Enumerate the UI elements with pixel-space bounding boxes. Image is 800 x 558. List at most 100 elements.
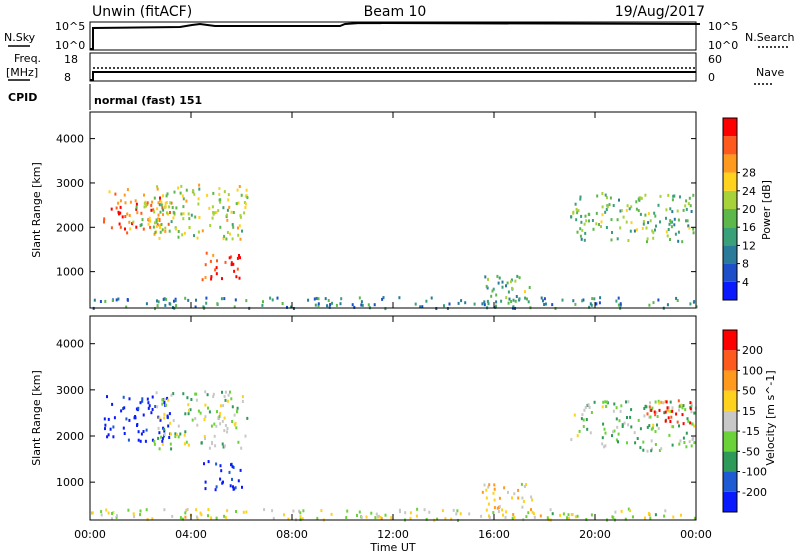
nave-tick-top: 60 bbox=[708, 53, 722, 66]
data-cell bbox=[517, 496, 520, 500]
data-cell bbox=[587, 403, 590, 407]
data-cell bbox=[635, 207, 638, 211]
data-cell bbox=[128, 214, 131, 217]
date-title: 19/Aug/2017 bbox=[615, 4, 705, 20]
data-cell bbox=[181, 194, 184, 198]
data-cell bbox=[457, 301, 460, 305]
data-cell bbox=[689, 421, 692, 425]
data-cell bbox=[648, 415, 651, 419]
data-cell bbox=[484, 275, 487, 279]
data-cell bbox=[613, 429, 616, 433]
data-cell bbox=[673, 223, 676, 227]
data-cell bbox=[271, 509, 274, 513]
data-cell bbox=[579, 234, 582, 238]
data-cell bbox=[544, 302, 547, 306]
data-cell bbox=[423, 508, 426, 512]
data-cell bbox=[669, 219, 672, 223]
data-cell bbox=[117, 297, 120, 301]
velocity-y-ticks: 1000 2000 3000 4000 bbox=[56, 338, 696, 489]
data-cell bbox=[678, 442, 681, 446]
data-cell bbox=[196, 517, 199, 521]
power-data-layer bbox=[92, 183, 698, 311]
data-cell bbox=[129, 200, 132, 204]
data-cell bbox=[514, 279, 517, 283]
data-cell bbox=[668, 222, 671, 226]
data-cell bbox=[197, 202, 200, 206]
data-cell bbox=[604, 210, 607, 214]
data-cell bbox=[298, 509, 301, 513]
data-cell bbox=[207, 460, 210, 464]
data-cell bbox=[517, 488, 520, 492]
data-cell bbox=[626, 441, 628, 445]
data-cell bbox=[520, 482, 523, 486]
data-cell bbox=[193, 192, 196, 196]
data-cell bbox=[173, 299, 175, 303]
data-cell bbox=[669, 420, 672, 423]
data-cell bbox=[156, 187, 159, 191]
data-cell bbox=[177, 230, 180, 233]
data-cell bbox=[617, 440, 619, 444]
data-cell bbox=[598, 223, 600, 226]
data-cell bbox=[356, 513, 358, 517]
data-cell bbox=[679, 195, 681, 199]
data-cell bbox=[116, 514, 118, 518]
data-cell bbox=[629, 509, 631, 513]
data-cell bbox=[172, 216, 175, 220]
data-cell bbox=[685, 207, 688, 211]
data-cell bbox=[527, 511, 530, 515]
data-cell bbox=[574, 202, 577, 206]
data-cell bbox=[217, 209, 220, 213]
data-cell bbox=[231, 223, 234, 227]
data-cell bbox=[196, 236, 199, 240]
data-cell bbox=[673, 194, 676, 198]
data-cell bbox=[197, 409, 200, 413]
data-cell bbox=[677, 239, 680, 243]
data-cell bbox=[671, 406, 674, 410]
data-cell bbox=[500, 299, 503, 303]
data-cell bbox=[182, 197, 185, 201]
data-cell bbox=[135, 205, 138, 209]
data-cell bbox=[196, 423, 199, 427]
data-cell bbox=[656, 415, 659, 418]
data-cell bbox=[481, 302, 484, 306]
power-y-axis-label: Slant Range [km] bbox=[30, 162, 43, 258]
data-cell bbox=[109, 427, 112, 431]
data-cell bbox=[137, 430, 140, 434]
data-cell bbox=[508, 297, 511, 301]
data-cell bbox=[580, 237, 583, 241]
data-cell bbox=[511, 286, 513, 290]
data-cell bbox=[244, 434, 247, 438]
data-cell bbox=[677, 230, 680, 234]
velocity-panel-frame bbox=[89, 315, 697, 521]
data-cell bbox=[570, 215, 573, 219]
data-cell bbox=[161, 436, 164, 440]
data-cell bbox=[650, 449, 653, 453]
nsky-trace bbox=[90, 21, 701, 50]
data-cell bbox=[230, 261, 233, 265]
data-cell bbox=[619, 302, 622, 306]
data-cell bbox=[238, 254, 240, 257]
data-cell bbox=[211, 205, 214, 209]
data-cell bbox=[315, 296, 318, 300]
data-cell bbox=[511, 516, 514, 520]
data-cell bbox=[241, 229, 243, 233]
data-cell bbox=[203, 462, 205, 466]
data-cell bbox=[436, 517, 439, 521]
data-cell bbox=[135, 207, 138, 211]
data-cell bbox=[580, 220, 583, 224]
data-cell bbox=[232, 466, 235, 469]
data-cell bbox=[512, 298, 515, 302]
data-cell bbox=[671, 198, 674, 202]
data-cell bbox=[201, 229, 204, 233]
colorbar-segment bbox=[723, 190, 737, 209]
data-cell bbox=[667, 193, 670, 197]
data-cell bbox=[214, 488, 217, 492]
data-cell bbox=[493, 506, 496, 510]
data-cell bbox=[487, 485, 490, 489]
data-cell bbox=[145, 428, 148, 432]
x-tick-label: 16:00 bbox=[478, 528, 510, 541]
data-cell bbox=[159, 210, 162, 214]
data-cell bbox=[505, 510, 508, 514]
data-cell bbox=[583, 238, 586, 242]
data-cell bbox=[501, 285, 504, 289]
